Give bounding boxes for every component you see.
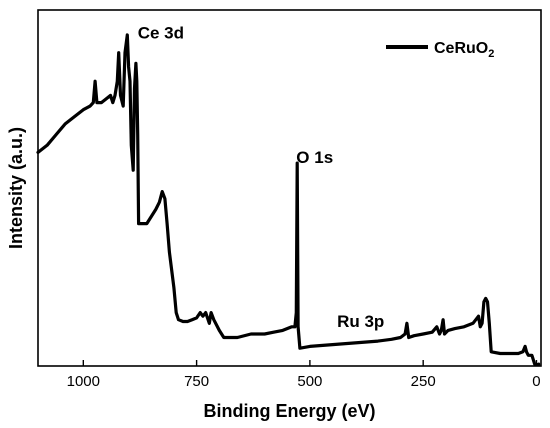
x-tick-label: 750 (184, 373, 209, 390)
peak-annotations: Ce 3d O 1s Ru 3p (138, 23, 385, 330)
legend-label-base: CeRuO (434, 40, 488, 57)
peak-label: O 1s (296, 148, 333, 167)
legend: CeRuO2 (386, 40, 494, 60)
peak-label: Ce 3d (138, 23, 184, 42)
x-axis-ticks: 1000 750 500 250 0 (67, 360, 541, 390)
peak-label: Ru 3p (337, 312, 384, 331)
x-tick-label: 250 (411, 373, 436, 390)
legend-label-subscript: 2 (488, 48, 494, 60)
x-axis-title: Binding Energy (eV) (203, 401, 375, 421)
plot-area-frame (37, 9, 542, 367)
x-tick-label: 1000 (67, 373, 100, 390)
y-axis-title: Intensity (a.u.) (6, 127, 26, 249)
x-tick-label: 500 (297, 373, 322, 390)
spectrum-line (36, 33, 541, 367)
x-tick-label: 0 (532, 373, 540, 390)
legend-label: CeRuO2 (434, 40, 494, 60)
